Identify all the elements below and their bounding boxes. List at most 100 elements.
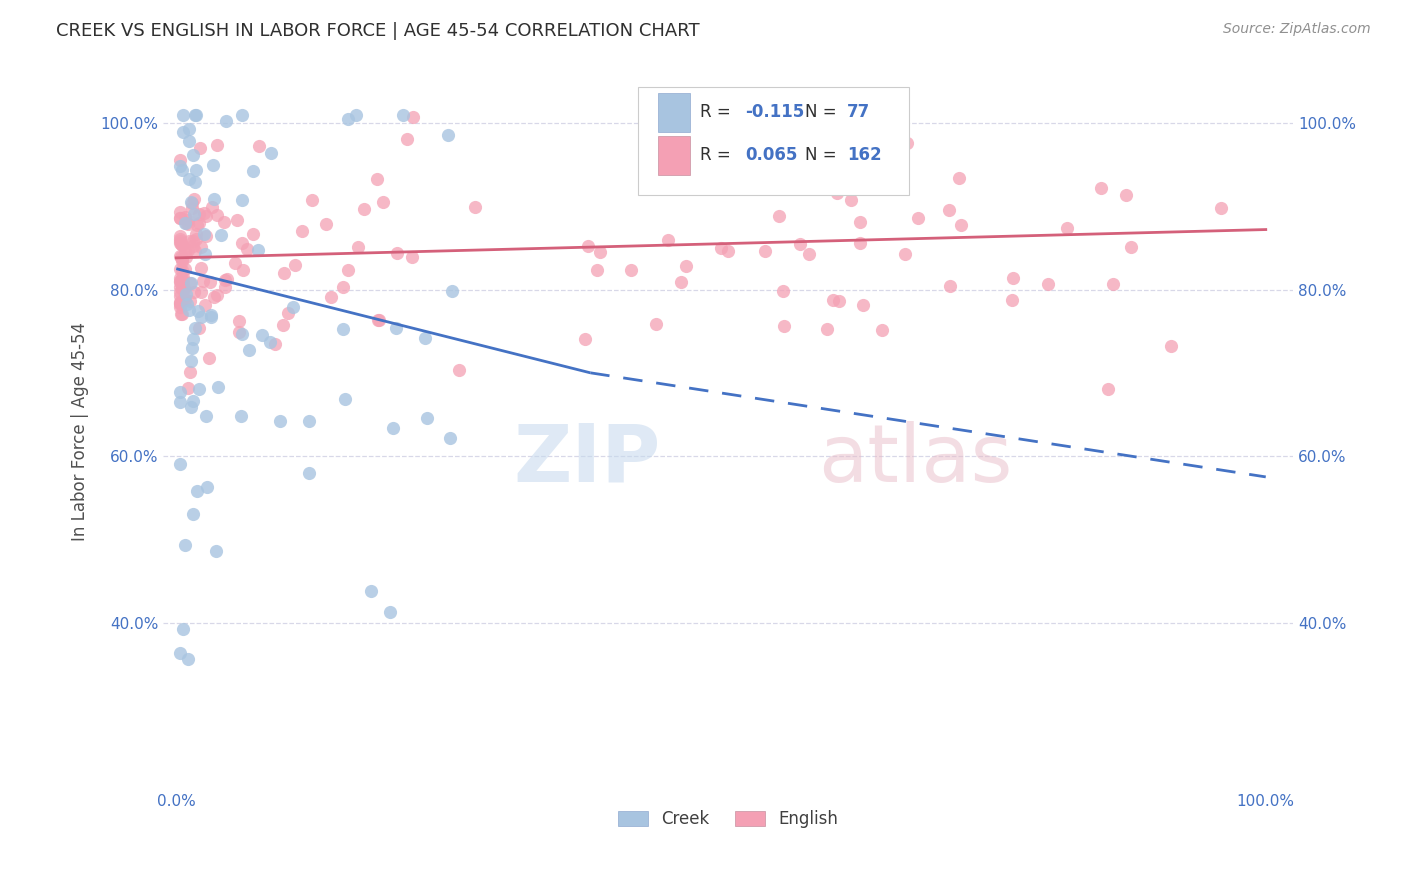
- Point: [186, 218, 208, 232]
- Point: [169, 274, 191, 288]
- Point: [772, 318, 794, 333]
- Point: [186, 162, 208, 177]
- Point: [184, 107, 207, 121]
- Point: [402, 110, 425, 124]
- Point: [194, 209, 217, 223]
- Point: [1001, 293, 1024, 307]
- Point: [184, 227, 207, 242]
- Point: [180, 354, 202, 368]
- Point: [169, 294, 191, 309]
- Point: [1119, 240, 1142, 254]
- Point: [169, 261, 191, 276]
- Point: [169, 646, 191, 660]
- Point: [344, 107, 367, 121]
- Point: [315, 217, 337, 231]
- Point: [181, 196, 204, 211]
- Point: [1102, 277, 1125, 291]
- Point: [169, 300, 191, 314]
- Point: [236, 242, 259, 256]
- FancyBboxPatch shape: [638, 87, 908, 194]
- Point: [193, 206, 215, 220]
- Point: [380, 605, 402, 619]
- Point: [231, 327, 253, 342]
- Point: [574, 333, 596, 347]
- Point: [190, 285, 212, 300]
- Point: [200, 310, 222, 325]
- Point: [193, 274, 215, 288]
- Point: [260, 146, 283, 161]
- Point: [176, 296, 198, 310]
- Point: [181, 238, 204, 252]
- Point: [169, 395, 191, 409]
- Text: 162: 162: [846, 146, 882, 164]
- Point: [173, 293, 195, 308]
- Point: [186, 232, 208, 246]
- Point: [464, 200, 486, 214]
- Point: [170, 307, 193, 321]
- Point: [181, 332, 204, 346]
- Point: [170, 238, 193, 252]
- Point: [176, 251, 198, 265]
- Point: [198, 351, 221, 365]
- Point: [271, 318, 294, 332]
- Point: [169, 285, 191, 300]
- Y-axis label: In Labor Force | Age 45-54: In Labor Force | Age 45-54: [72, 322, 89, 541]
- Point: [174, 286, 197, 301]
- Point: [336, 112, 359, 127]
- Point: [894, 247, 917, 261]
- Point: [298, 466, 321, 480]
- Point: [366, 172, 388, 186]
- Point: [839, 193, 862, 207]
- Point: [183, 508, 205, 522]
- Point: [169, 275, 191, 289]
- Point: [172, 275, 194, 289]
- Point: [849, 215, 872, 229]
- Point: [948, 170, 970, 185]
- Point: [1090, 181, 1112, 195]
- Point: [170, 237, 193, 252]
- Point: [439, 431, 461, 445]
- Point: [170, 282, 193, 296]
- Point: [231, 193, 253, 207]
- Point: [209, 227, 232, 242]
- Point: [170, 273, 193, 287]
- Point: [187, 207, 209, 221]
- Point: [204, 290, 226, 304]
- Point: [179, 134, 201, 148]
- Point: [194, 247, 217, 261]
- Point: [169, 211, 191, 226]
- Text: R =: R =: [700, 146, 735, 164]
- Point: [180, 194, 202, 209]
- Point: [200, 275, 222, 289]
- Point: [188, 382, 211, 396]
- Point: [657, 107, 679, 121]
- Point: [205, 208, 228, 222]
- Point: [710, 241, 733, 255]
- Text: 77: 77: [846, 103, 870, 121]
- Point: [184, 176, 207, 190]
- Point: [588, 244, 610, 259]
- Point: [232, 263, 254, 277]
- Point: [848, 235, 870, 250]
- Point: [247, 139, 270, 153]
- Point: [202, 159, 225, 173]
- Point: [449, 363, 471, 377]
- Point: [1056, 220, 1078, 235]
- Point: [190, 310, 212, 324]
- Text: R =: R =: [700, 103, 735, 121]
- Point: [174, 244, 197, 259]
- Point: [224, 256, 246, 270]
- Point: [675, 259, 697, 273]
- Point: [200, 309, 222, 323]
- Point: [202, 193, 225, 207]
- Point: [281, 300, 304, 314]
- Point: [172, 125, 194, 139]
- Point: [938, 202, 960, 217]
- Point: [177, 122, 200, 136]
- Point: [586, 263, 609, 277]
- Point: [821, 293, 844, 307]
- Point: [170, 252, 193, 266]
- Point: [367, 312, 389, 326]
- Point: [169, 153, 191, 167]
- Text: 0.065: 0.065: [745, 146, 797, 164]
